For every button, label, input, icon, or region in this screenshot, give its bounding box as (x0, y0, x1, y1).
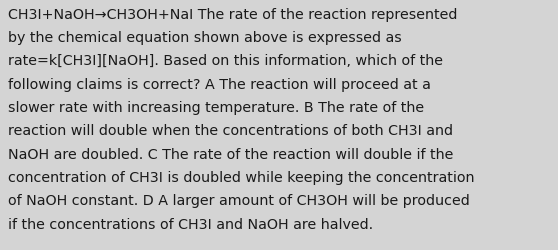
Text: rate=k[CH3I][NaOH]. Based on this information, which of the: rate=k[CH3I][NaOH]. Based on this inform… (8, 54, 444, 68)
Text: CH3I+NaOH→CH3OH+NaI The rate of the reaction represented: CH3I+NaOH→CH3OH+NaI The rate of the reac… (8, 8, 458, 22)
Text: concentration of CH3I is doubled while keeping the concentration: concentration of CH3I is doubled while k… (8, 170, 475, 184)
Text: reaction will double when the concentrations of both CH3I and: reaction will double when the concentrat… (8, 124, 453, 138)
Text: slower rate with increasing temperature. B The rate of the: slower rate with increasing temperature.… (8, 100, 425, 114)
Text: following claims is correct? A The reaction will proceed at a: following claims is correct? A The react… (8, 77, 431, 91)
Text: NaOH are doubled. C The rate of the reaction will double if the: NaOH are doubled. C The rate of the reac… (8, 147, 454, 161)
Text: if the concentrations of CH3I and NaOH are halved.: if the concentrations of CH3I and NaOH a… (8, 217, 373, 231)
Text: by the chemical equation shown above is expressed as: by the chemical equation shown above is … (8, 31, 402, 45)
Text: of NaOH constant. D A larger amount of CH3OH will be produced: of NaOH constant. D A larger amount of C… (8, 194, 470, 207)
